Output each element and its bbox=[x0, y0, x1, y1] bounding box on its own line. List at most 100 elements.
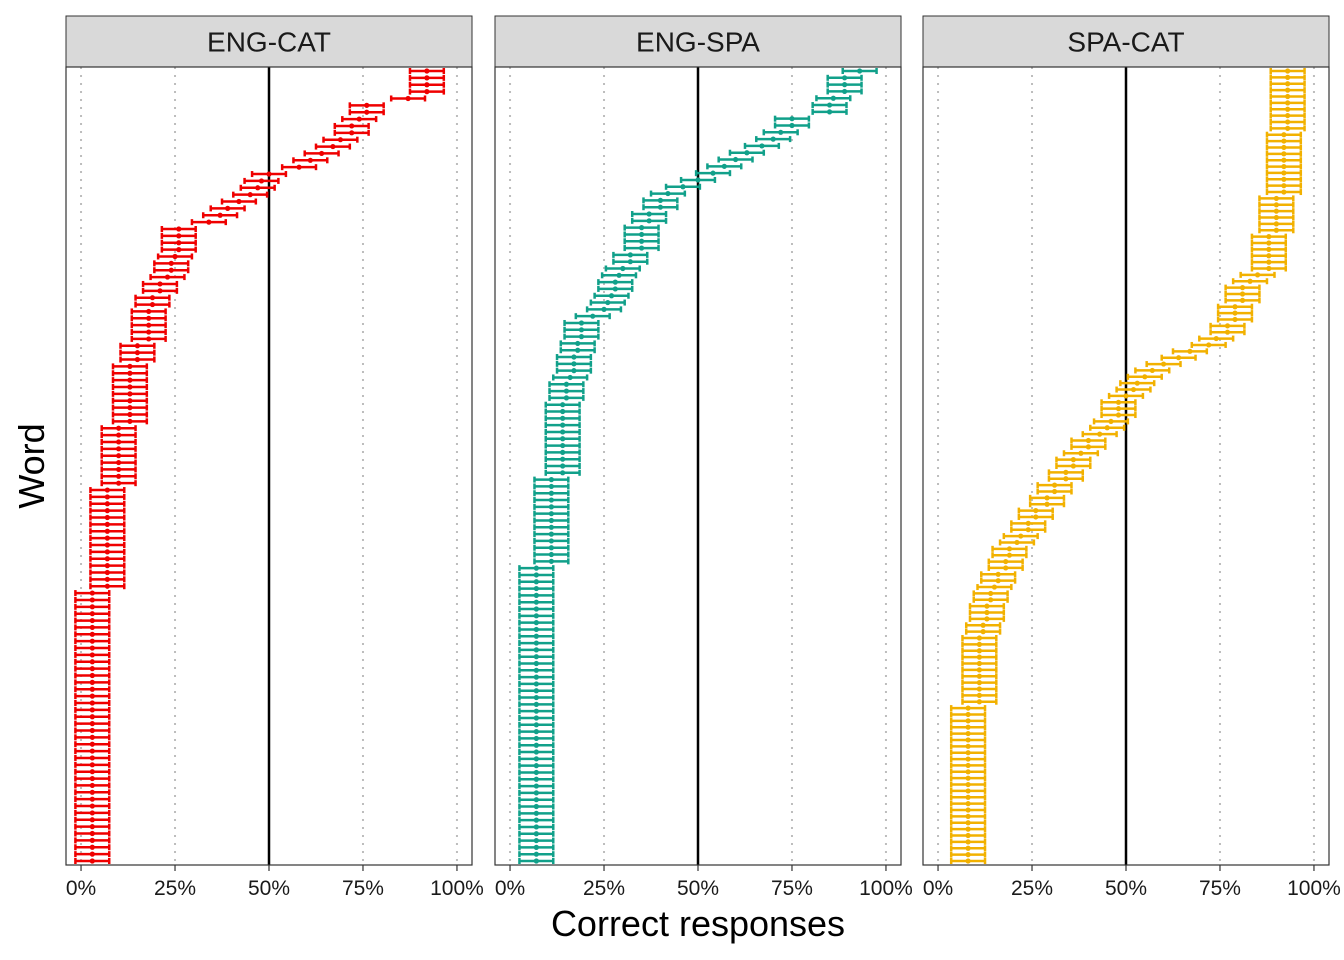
data-point bbox=[965, 801, 971, 807]
data-point bbox=[980, 622, 986, 628]
error-bar bbox=[348, 109, 385, 116]
error-bar bbox=[111, 384, 149, 390]
error-bar bbox=[518, 565, 555, 572]
error-bar bbox=[998, 539, 1036, 546]
error-bar bbox=[74, 816, 111, 823]
error-bar bbox=[1269, 106, 1306, 113]
error-bar bbox=[250, 171, 288, 178]
data-point bbox=[571, 354, 577, 360]
data-point bbox=[984, 616, 990, 622]
data-point bbox=[533, 851, 539, 857]
data-point bbox=[533, 654, 539, 660]
data-point bbox=[533, 722, 539, 728]
data-point bbox=[149, 295, 156, 301]
data-point bbox=[1033, 507, 1039, 514]
data-point bbox=[680, 184, 686, 190]
data-point bbox=[116, 439, 122, 445]
data-point bbox=[337, 137, 344, 143]
error-bar bbox=[518, 667, 555, 674]
error-bar bbox=[679, 176, 717, 183]
data-point bbox=[533, 844, 539, 850]
error-bar bbox=[314, 143, 352, 150]
data-point bbox=[127, 411, 133, 418]
error-bar bbox=[949, 711, 987, 718]
data-point bbox=[89, 727, 95, 734]
error-bar bbox=[949, 781, 987, 788]
data-point bbox=[965, 839, 971, 845]
error-bar bbox=[153, 260, 190, 267]
error-bar bbox=[1198, 335, 1235, 342]
data-point bbox=[976, 660, 982, 667]
error-bar bbox=[74, 651, 111, 658]
error-bar bbox=[815, 95, 852, 102]
error-bar bbox=[209, 205, 246, 212]
data-point bbox=[424, 75, 430, 81]
data-point bbox=[1130, 386, 1137, 393]
error-bar bbox=[961, 679, 998, 686]
data-point bbox=[533, 620, 539, 626]
error-bar bbox=[623, 245, 660, 252]
error-bar bbox=[389, 95, 427, 102]
data-point bbox=[548, 524, 554, 530]
data-point bbox=[548, 531, 554, 537]
error-bar bbox=[949, 736, 987, 743]
data-point bbox=[157, 281, 163, 287]
data-point bbox=[533, 579, 539, 585]
error-bar bbox=[1002, 533, 1039, 540]
error-bar bbox=[100, 459, 137, 466]
data-point bbox=[571, 368, 577, 374]
data-point bbox=[104, 487, 110, 493]
error-bar bbox=[762, 129, 799, 136]
data-point bbox=[965, 705, 971, 711]
error-bar bbox=[987, 558, 1024, 565]
error-bar bbox=[408, 81, 446, 88]
error-bar bbox=[612, 258, 649, 265]
data-point bbox=[1070, 463, 1076, 469]
error-bar bbox=[518, 687, 555, 694]
data-point bbox=[1247, 278, 1253, 284]
error-bar bbox=[232, 191, 269, 198]
data-point bbox=[665, 190, 671, 197]
error-bar bbox=[111, 390, 149, 397]
error-bar bbox=[548, 388, 585, 395]
data-point bbox=[89, 803, 95, 809]
error-bar bbox=[826, 81, 863, 88]
error-bar bbox=[74, 789, 111, 796]
data-point bbox=[1097, 431, 1103, 437]
error-bar bbox=[89, 562, 126, 569]
error-bar bbox=[544, 449, 581, 456]
x-tick-label: 0% bbox=[66, 877, 96, 900]
error-bar bbox=[949, 730, 987, 737]
data-point bbox=[356, 116, 362, 122]
error-bar bbox=[980, 571, 1017, 578]
data-point bbox=[533, 769, 539, 776]
error-bar bbox=[111, 397, 149, 404]
data-point bbox=[307, 157, 313, 163]
error-bar bbox=[1055, 463, 1092, 469]
error-bar bbox=[518, 680, 555, 687]
error-bar bbox=[544, 415, 581, 422]
data-point bbox=[1006, 546, 1013, 552]
error-bar bbox=[1017, 513, 1054, 520]
data-point bbox=[116, 473, 122, 479]
error-bar bbox=[74, 809, 111, 816]
data-point bbox=[116, 453, 122, 459]
error-bar bbox=[826, 88, 863, 95]
error-bar bbox=[533, 476, 570, 483]
error-bar bbox=[773, 115, 811, 122]
error-bar bbox=[1028, 501, 1066, 508]
data-point bbox=[319, 150, 325, 157]
data-point bbox=[965, 794, 971, 800]
data-point bbox=[533, 797, 539, 803]
error-bar bbox=[518, 612, 555, 619]
panel-strip bbox=[65, 15, 473, 68]
error-bar bbox=[74, 693, 111, 700]
data-point bbox=[89, 604, 95, 610]
error-bar bbox=[1265, 176, 1303, 183]
error-bar bbox=[130, 322, 167, 329]
error-bar bbox=[1115, 386, 1152, 393]
error-bar bbox=[1160, 354, 1197, 361]
panel-strip-label: ENG-SPA bbox=[636, 27, 760, 58]
data-point bbox=[89, 721, 95, 727]
data-point bbox=[578, 327, 585, 333]
